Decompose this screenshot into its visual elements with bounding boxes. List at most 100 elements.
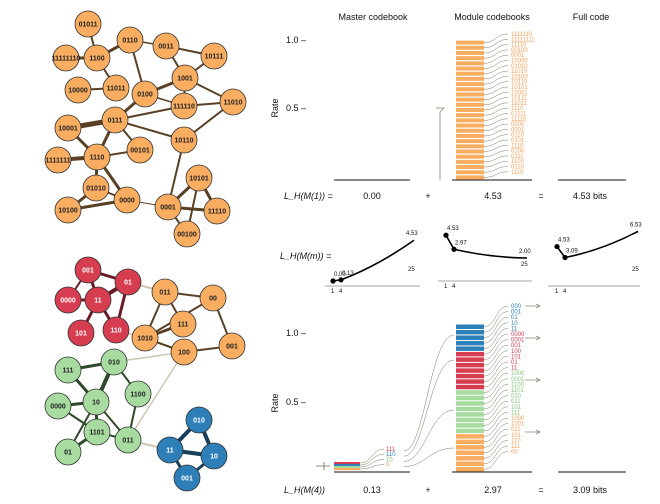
top-network-node-circle <box>102 74 130 102</box>
bottom-rate-tick-1: 1.0 – <box>286 328 306 338</box>
bottom-network-node-label: 111 <box>178 322 189 329</box>
top-stack-bar <box>456 102 484 107</box>
bottom-stack-bar <box>456 456 484 461</box>
master-codeword-label: 111 <box>386 447 396 453</box>
bottom-stack-bar <box>456 324 484 329</box>
bottom-stack-bar <box>456 390 484 395</box>
bottom-stack-bar <box>456 329 484 335</box>
bottom-eq-equals: = <box>538 485 543 495</box>
top-length-equation: L_H(M(1)) = 0.00 + 4.53 = 4.53 bits <box>284 191 608 201</box>
top-codeword-label: 00100 <box>511 48 528 54</box>
top-stack-bar <box>456 118 484 123</box>
master-curve-value-label: 0.00 <box>334 272 346 278</box>
top-network-node-label: 11110 <box>208 209 226 216</box>
top-network-node-circle <box>64 76 92 104</box>
full-curve-point-m4 <box>562 254 568 261</box>
top-codeword-connector <box>483 39 509 49</box>
top-network-node-circle <box>152 32 180 60</box>
master-curve-point-m1 <box>330 278 336 284</box>
bottom-network-node-circle <box>173 464 201 492</box>
bottom-module-codebooks: 0000010110110000000100110010101111000000… <box>456 303 541 472</box>
bottom-network-node-circle <box>82 388 110 416</box>
top-codeword-label: 10100 <box>511 74 528 80</box>
top-stack-bar <box>456 82 484 87</box>
bottom-network-node-label: 011 <box>122 438 133 445</box>
top-network-node-label: 11111110 <box>52 56 81 63</box>
top-network-node-circle <box>200 42 228 70</box>
top-stack-bar <box>456 133 484 138</box>
top-network-node-circle <box>126 136 154 164</box>
bottom-network-node: 010 <box>185 406 213 434</box>
bottom-network-node-label: 011 <box>159 290 170 297</box>
bottom-network-node-circle <box>44 392 72 420</box>
master-length-curve: 0.000.13 4.53 1 4 25 <box>325 231 420 295</box>
bottom-codeword-label: 0000 <box>511 332 525 338</box>
bottom-codeword-label: 011 <box>511 399 521 405</box>
bottom-codeword-label: 0001 <box>511 377 525 383</box>
top-network-node-label: 111110 <box>173 104 195 111</box>
top-codeword-label: 0100 <box>511 149 525 155</box>
top-network-node-circle <box>83 44 111 72</box>
bottom-codeword-label: 101 <box>511 405 522 411</box>
module-curve-value-label: 4.53 <box>447 226 459 232</box>
bottom-codeword-label: 11 <box>511 366 518 372</box>
bottom-network-node-label: 0000 <box>60 298 76 305</box>
top-stack-bar <box>456 66 484 71</box>
bottom-rate-axis: Rate 1.0 – 0.5 – <box>270 328 626 473</box>
bottom-codeword-label: 000 <box>511 304 522 310</box>
module-exit-arrow <box>525 429 541 435</box>
master-codeword-connector <box>359 448 385 464</box>
bottom-stack-bar <box>456 346 484 351</box>
master-curve-value-label: 0.13 <box>342 271 354 277</box>
bottom-codeword-connector <box>483 372 509 393</box>
bottom-network-node-circle <box>74 256 102 284</box>
top-codeword-connector <box>483 49 509 59</box>
top-codeword-connector <box>483 44 509 54</box>
bottom-module-stack <box>456 324 484 472</box>
header-master-codebook: Master codebook <box>338 12 408 22</box>
top-network-node-label: 0000 <box>119 198 135 205</box>
top-network-node-label: 1001 <box>177 76 193 83</box>
bottom-network-edge <box>127 351 185 441</box>
top-stack-bar <box>456 128 484 133</box>
master-curve-point-m4 <box>338 277 344 283</box>
bottom-network-node-circle <box>185 406 213 434</box>
master-codeword-label: 110 <box>386 452 396 458</box>
top-codeword-label: 11110 <box>511 43 527 49</box>
bottom-network-node-circle <box>54 356 82 384</box>
top-eq-module-value: 4.53 <box>484 191 502 201</box>
bottom-network-node-circle <box>114 426 142 454</box>
header-full-code: Full code <box>573 12 610 22</box>
top-codeword-labels: 1111110111111111111000100000110000010101… <box>511 32 535 176</box>
top-codeword-label: 01111 <box>511 112 527 118</box>
top-network-node: 00101 <box>126 136 154 164</box>
top-stack-bar <box>456 144 484 149</box>
top-network-node-circle <box>219 88 247 116</box>
top-network-node: 1111111 <box>44 146 72 174</box>
bottom-network-node: 111 <box>54 356 82 384</box>
bottom-codeword-connector <box>483 350 509 371</box>
bottom-network-node: 0000 <box>54 286 82 314</box>
top-stack-bar <box>456 97 484 102</box>
bottom-network-node-circle <box>170 338 198 366</box>
curve-row: L_H(M(m)) = 0.000.134.531 425 4.532.972.0… <box>280 222 642 295</box>
top-network-node-circle <box>131 80 159 108</box>
bottom-network-node: 101 <box>67 319 95 347</box>
top-stack-bar <box>456 154 484 159</box>
curve-row-label: L_H(M(m)) = <box>280 251 331 261</box>
bottom-network-node-circle <box>200 442 228 470</box>
bottom-codeword-connector <box>483 389 509 410</box>
bottom-network-node: 0000 <box>44 392 72 420</box>
master-stack-bar <box>334 468 360 471</box>
top-codeword-label: 0101 <box>511 138 525 144</box>
master-to-module-connector <box>403 359 455 457</box>
bottom-network-node-label: 110 <box>110 328 121 335</box>
top-stack-bar <box>456 149 484 154</box>
bottom-network-node: 001 <box>74 256 102 284</box>
module-curve-line <box>445 234 528 259</box>
top-stack-bar <box>456 71 484 76</box>
bottom-codeword-label: 001 <box>511 343 522 349</box>
bottom-eq-label: L_H(M(4)) <box>284 485 325 495</box>
top-network-node: 1100 <box>83 44 111 72</box>
bottom-network-node: 100 <box>170 338 198 366</box>
